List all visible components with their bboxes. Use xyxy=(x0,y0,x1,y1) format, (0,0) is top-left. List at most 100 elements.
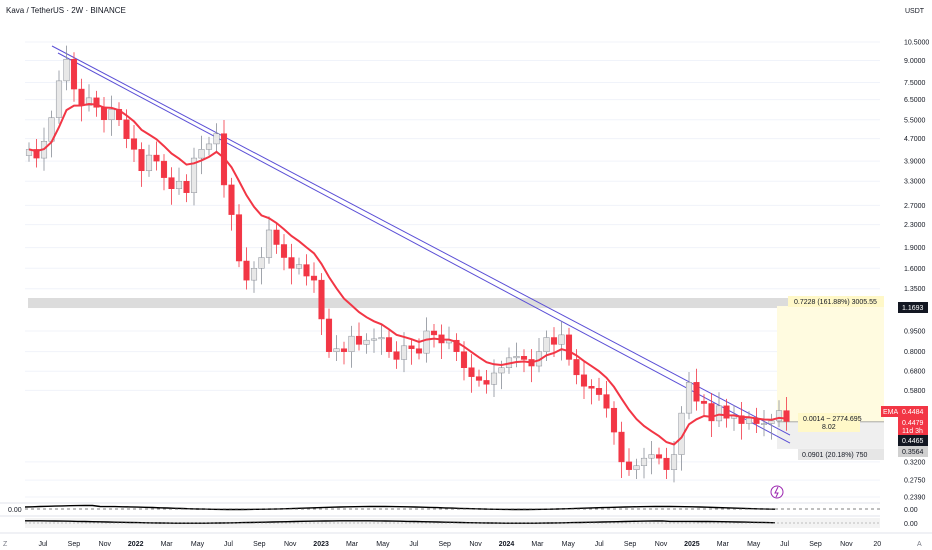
candle xyxy=(370,328,378,353)
candle xyxy=(438,324,445,360)
candle-body xyxy=(243,260,250,281)
ema-tag: EMA xyxy=(883,409,899,416)
zone-top-value: 1.1693 xyxy=(902,305,924,312)
candle xyxy=(198,135,205,175)
candle-body xyxy=(123,119,130,139)
candle-body xyxy=(768,420,775,424)
candle-body xyxy=(25,149,33,156)
price-tick-label: 5.5000 xyxy=(904,117,926,124)
time-tick-label: 20 xyxy=(873,541,881,548)
candle xyxy=(655,447,663,465)
price-tick-label: 0.5800 xyxy=(904,388,926,395)
candle-body xyxy=(130,138,138,150)
candle xyxy=(363,333,370,354)
candle-body xyxy=(738,415,745,424)
candle xyxy=(355,322,363,351)
candle-body xyxy=(160,160,168,178)
candle xyxy=(318,273,325,336)
candle-body xyxy=(153,154,160,162)
candle-body xyxy=(280,244,288,258)
time-tick-label: Jul xyxy=(39,541,48,548)
candle xyxy=(295,257,303,275)
candle-body xyxy=(543,337,550,352)
candle xyxy=(265,216,273,264)
candle-body xyxy=(145,154,153,172)
stop-value: 0.3564 xyxy=(902,449,924,456)
candle xyxy=(258,247,265,285)
candle-body xyxy=(78,88,85,106)
trendline-upper[interactable] xyxy=(51,45,791,436)
candle-body xyxy=(468,367,475,377)
price-tick-label: 1.3500 xyxy=(904,286,926,293)
candle-body xyxy=(63,58,70,82)
osc-right-label-2: 0.00 xyxy=(904,521,918,528)
target-zone xyxy=(777,306,884,422)
candle xyxy=(243,247,250,290)
price-axis[interactable]: 10.5000 9.0000 7.5000 6.5000 5.5000 4.7000 3.9… xyxy=(904,40,929,502)
lightning-icon[interactable] xyxy=(770,485,784,499)
candle xyxy=(730,405,738,431)
oscillator-line-1 xyxy=(24,504,776,511)
candle-body xyxy=(693,382,700,402)
candle xyxy=(753,407,760,433)
currency-label: USDT xyxy=(905,8,925,15)
candle xyxy=(280,234,288,271)
candle-body xyxy=(400,345,408,360)
trendline-channel[interactable] xyxy=(51,45,791,444)
candle xyxy=(558,321,565,361)
candle-body xyxy=(235,214,243,262)
candle xyxy=(130,125,138,163)
price-tick-label: 0.2750 xyxy=(904,478,926,485)
price-tick-label: 2.3000 xyxy=(904,222,926,229)
candle xyxy=(430,323,438,348)
time-tick-label: Sep xyxy=(253,541,266,548)
time-tick-label: Jul xyxy=(595,541,604,548)
candle-body xyxy=(190,157,198,193)
candle-body xyxy=(33,149,40,159)
candle xyxy=(393,341,400,369)
chart-title: Kava / TetherUS · 2W · BINANCE xyxy=(6,6,126,15)
candle-body xyxy=(213,133,220,145)
candle-body xyxy=(520,356,528,360)
candle-body xyxy=(340,348,348,352)
candle xyxy=(768,413,775,440)
candle-body xyxy=(708,403,715,422)
candle-body xyxy=(70,58,78,90)
candle-body xyxy=(205,143,213,150)
entry-label-2: 8.02 xyxy=(822,424,836,431)
candle-body xyxy=(378,337,385,340)
candle-body xyxy=(258,257,265,269)
candle-body xyxy=(393,351,400,360)
candle xyxy=(190,147,198,206)
candle-body xyxy=(318,279,325,320)
candle xyxy=(250,261,258,293)
candle-body xyxy=(430,330,438,336)
candle-body xyxy=(370,338,378,341)
candle xyxy=(468,354,475,393)
candle-body xyxy=(265,229,273,258)
candle xyxy=(175,167,183,195)
candle-body xyxy=(723,405,730,419)
ema-tag-box xyxy=(881,406,898,417)
entry-label-box xyxy=(798,413,860,432)
candle-body xyxy=(655,454,663,459)
candle xyxy=(580,361,588,399)
grid xyxy=(25,41,880,498)
candle xyxy=(513,342,520,368)
price-tick-label: 1.9000 xyxy=(904,245,926,252)
time-axis[interactable]: Jul Sep Nov 2022 Mar May Jul Sep Nov 2023 Mar May Ju… xyxy=(39,541,882,548)
candle xyxy=(475,369,483,387)
time-tick-label: 2022 xyxy=(128,541,144,548)
candle-body xyxy=(333,348,340,352)
time-tick-label: Sep xyxy=(809,541,822,548)
candle-body xyxy=(85,97,93,106)
candle xyxy=(33,139,40,168)
target-label-box xyxy=(788,296,884,307)
candle-body xyxy=(108,109,115,121)
candle-body xyxy=(573,359,580,376)
trendline-lower[interactable] xyxy=(57,52,791,444)
candle xyxy=(490,359,498,397)
candle xyxy=(618,421,625,478)
price-tick-label: 6.5000 xyxy=(904,97,926,104)
